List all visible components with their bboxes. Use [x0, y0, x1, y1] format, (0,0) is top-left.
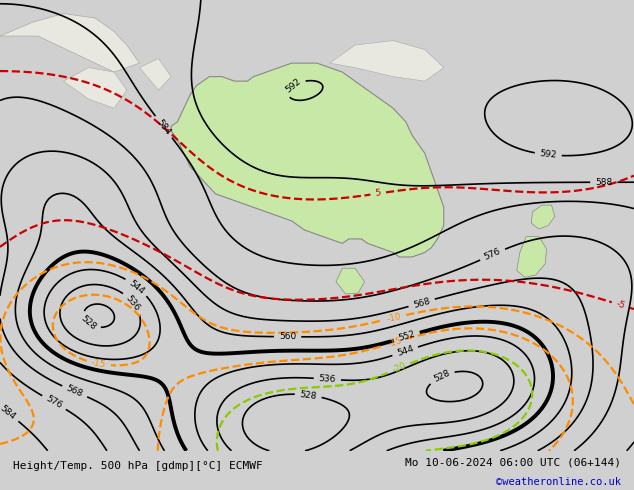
Text: 528: 528: [299, 390, 317, 401]
Polygon shape: [330, 41, 444, 81]
Polygon shape: [336, 268, 365, 294]
Text: 528: 528: [79, 314, 98, 332]
Text: -10: -10: [386, 312, 402, 324]
Text: 544: 544: [127, 278, 146, 295]
Polygon shape: [0, 14, 139, 72]
Text: 560: 560: [279, 332, 296, 341]
Text: 568: 568: [65, 384, 84, 399]
Text: 552: 552: [398, 330, 417, 343]
Text: 584: 584: [155, 118, 172, 136]
Text: 588: 588: [595, 178, 612, 187]
Text: 536: 536: [318, 374, 336, 384]
Text: 592: 592: [540, 149, 557, 160]
Text: 576: 576: [44, 394, 64, 411]
Polygon shape: [531, 205, 555, 229]
Text: 5: 5: [375, 189, 382, 198]
Text: Height/Temp. 500 hPa [gdmp][°C] ECMWF: Height/Temp. 500 hPa [gdmp][°C] ECMWF: [13, 462, 262, 471]
Text: 584: 584: [0, 404, 17, 421]
Polygon shape: [139, 59, 171, 90]
Text: Mo 10-06-2024 06:00 UTC (06+144): Mo 10-06-2024 06:00 UTC (06+144): [405, 458, 621, 467]
Polygon shape: [63, 68, 127, 108]
Text: 528: 528: [432, 368, 451, 384]
Text: ©weatheronline.co.uk: ©weatheronline.co.uk: [496, 477, 621, 487]
Polygon shape: [517, 237, 547, 277]
Polygon shape: [171, 63, 444, 257]
Text: 592: 592: [283, 77, 302, 95]
Text: 576: 576: [483, 247, 502, 262]
Text: -5: -5: [615, 299, 626, 311]
Text: 544: 544: [396, 344, 415, 358]
Text: -15: -15: [91, 358, 107, 369]
Text: 568: 568: [412, 296, 431, 310]
Text: 536: 536: [124, 293, 142, 312]
Text: -20: -20: [391, 361, 407, 375]
Text: -15: -15: [386, 336, 403, 349]
